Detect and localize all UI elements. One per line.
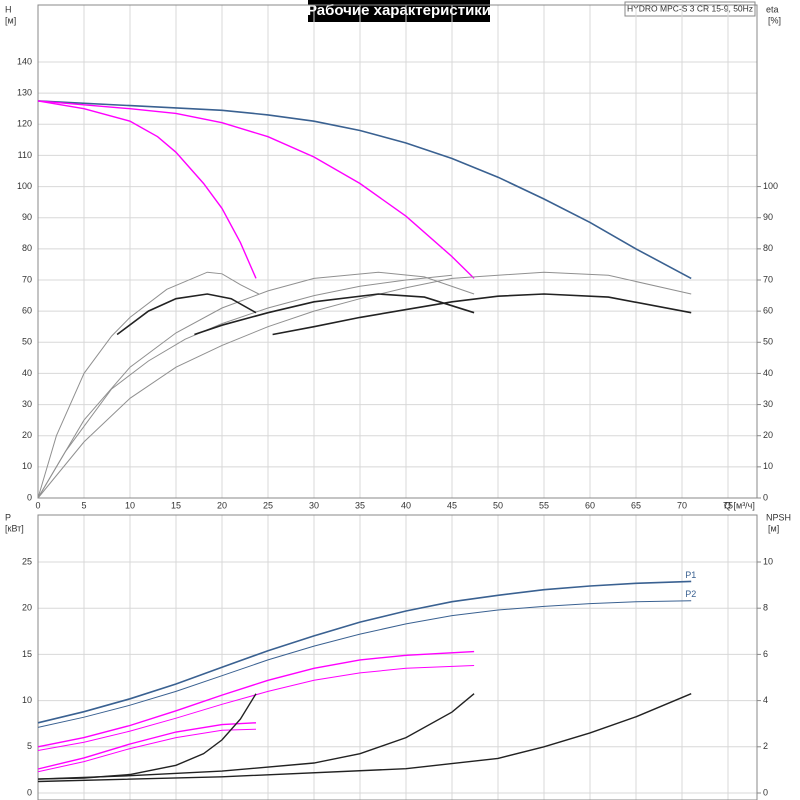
- curve: [37, 271, 692, 499]
- y-tick-label: 130: [17, 88, 32, 98]
- y-tick-label: 100: [17, 181, 32, 191]
- curve: [272, 293, 692, 336]
- y-tick-label: 60: [22, 306, 32, 316]
- y-tick-label: 50: [22, 337, 32, 347]
- curve-label: P2: [685, 589, 696, 599]
- curve: [37, 693, 475, 780]
- curve: [37, 693, 257, 780]
- y-axis-unit: [м]: [5, 15, 16, 25]
- x-tick-label: 0: [35, 500, 40, 510]
- y-tick-label: 120: [17, 119, 32, 129]
- y-tick-label: 0: [27, 787, 32, 797]
- curve: [37, 728, 257, 773]
- y2-tick-label: 60: [763, 306, 773, 316]
- curve: [37, 665, 475, 751]
- x-tick-label: 75: [723, 500, 733, 510]
- plot-frame: [37, 4, 758, 499]
- y-tick-label: 25: [22, 556, 32, 566]
- y2-axis-label: NPSH: [766, 512, 791, 522]
- curve: [37, 274, 453, 499]
- y2-tick-label: 90: [763, 212, 773, 222]
- y-tick-label: 80: [22, 243, 32, 253]
- y2-tick-label: 40: [763, 368, 773, 378]
- y-tick-label: 20: [22, 430, 32, 440]
- x-tick-label: 55: [539, 500, 549, 510]
- y-tick-label: 40: [22, 368, 32, 378]
- curve: [37, 100, 257, 279]
- y2-tick-label: 70: [763, 274, 773, 284]
- y2-axis-label: eta: [766, 4, 779, 14]
- y2-tick-label: 8: [763, 603, 768, 613]
- curve: [37, 580, 692, 724]
- y2-tick-label: 4: [763, 695, 768, 705]
- x-tick-label: 20: [217, 500, 227, 510]
- y-tick-label: 110: [18, 150, 32, 160]
- y-axis-unit: [кВт]: [5, 523, 24, 533]
- y-tick-label: 5: [27, 741, 32, 751]
- product-label: HYDRO MPC-S 3 CR 15-9, 50Hz: [627, 3, 753, 13]
- y2-tick-label: 100: [763, 181, 778, 191]
- x-tick-label: 40: [401, 500, 411, 510]
- y2-tick-label: 10: [763, 556, 773, 566]
- x-axis-label: Q [м³/ч]: [724, 500, 755, 510]
- curve-label: P1: [685, 570, 696, 580]
- y2-tick-label: 0: [763, 492, 768, 502]
- curve: [194, 293, 475, 336]
- x-tick-label: 60: [585, 500, 595, 510]
- y2-tick-label: 10: [763, 461, 773, 471]
- chart-title: Рабочие характеристики: [307, 2, 491, 19]
- curve: [37, 600, 692, 728]
- y2-tick-label: 50: [763, 337, 773, 347]
- y-tick-label: 10: [22, 461, 32, 471]
- curve: [116, 293, 257, 336]
- y-tick-label: 70: [22, 274, 32, 284]
- x-tick-label: 15: [171, 500, 181, 510]
- plot-frame: [37, 514, 758, 800]
- y-tick-label: 15: [22, 649, 32, 659]
- curve: [37, 271, 475, 499]
- y-axis-label: H: [5, 4, 12, 14]
- y-tick-label: 140: [17, 56, 32, 66]
- y2-tick-label: 30: [763, 399, 773, 409]
- y2-tick-label: 2: [763, 741, 768, 751]
- y-tick-label: 30: [22, 399, 32, 409]
- x-tick-label: 35: [355, 500, 365, 510]
- y2-tick-label: 80: [763, 243, 773, 253]
- x-tick-label: 25: [263, 500, 273, 510]
- x-tick-label: 50: [493, 500, 503, 510]
- curve: [37, 100, 692, 280]
- y-tick-label: 20: [22, 603, 32, 613]
- x-tick-label: 45: [447, 500, 457, 510]
- y-tick-label: 90: [22, 212, 32, 222]
- curve: [37, 693, 692, 783]
- y-tick-label: 0: [27, 492, 32, 502]
- x-tick-label: 5: [81, 500, 86, 510]
- x-tick-label: 70: [677, 500, 687, 510]
- curve: [37, 650, 475, 748]
- x-tick-label: 10: [125, 500, 135, 510]
- y2-tick-label: 0: [763, 787, 768, 797]
- y2-axis-unit: [м]: [768, 523, 779, 533]
- y2-tick-label: 6: [763, 649, 768, 659]
- x-tick-label: 65: [631, 500, 641, 510]
- y2-tick-label: 20: [763, 430, 773, 440]
- y-tick-label: 10: [22, 695, 32, 705]
- curve: [37, 271, 260, 499]
- y-axis-label: P: [5, 512, 11, 522]
- y2-axis-unit: [%]: [768, 15, 781, 25]
- curve: [37, 100, 475, 279]
- x-tick-label: 30: [309, 500, 319, 510]
- curve: [37, 722, 257, 770]
